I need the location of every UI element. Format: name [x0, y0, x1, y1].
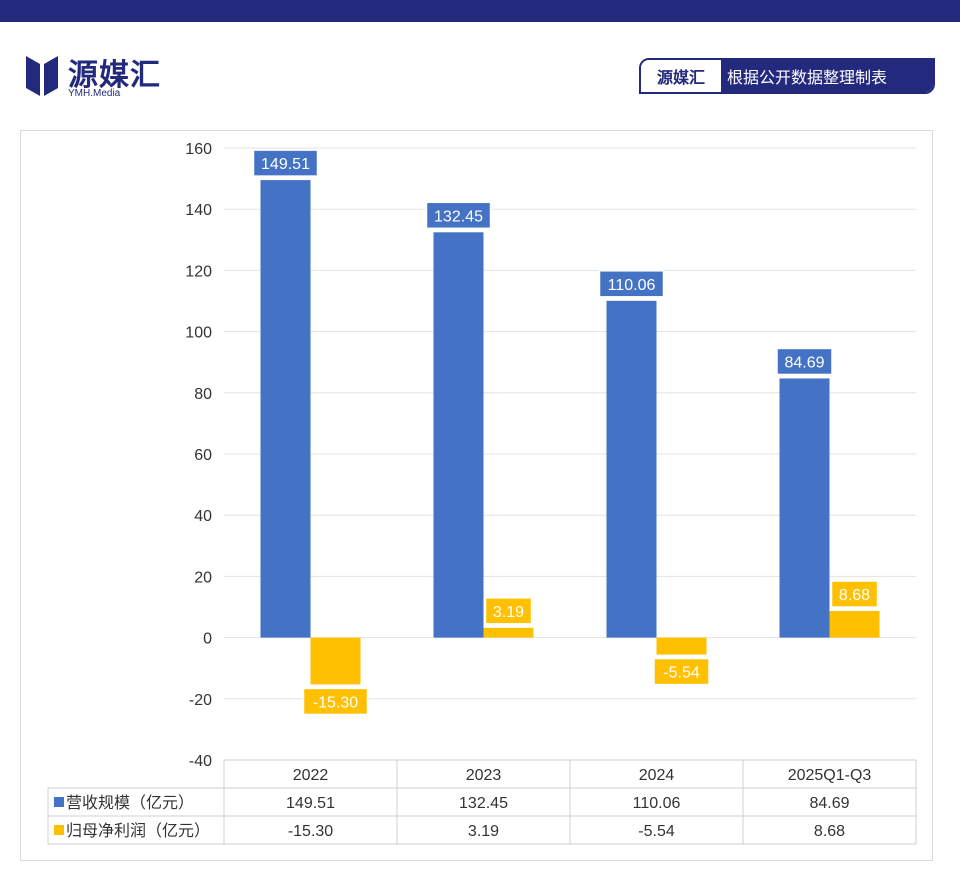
bar-revenue — [606, 300, 657, 638]
data-label: 132.45 — [434, 208, 483, 225]
logo-mark-icon — [26, 56, 58, 96]
data-label: 8.68 — [839, 587, 870, 604]
bar-revenue — [779, 378, 830, 638]
data-label-box — [653, 657, 710, 686]
badge-brand: 源媒汇 — [641, 60, 721, 92]
y-tick-label: 80 — [194, 386, 212, 403]
legend-swatch — [54, 797, 64, 807]
data-label-box — [302, 687, 369, 716]
table-cell: 110.06 — [633, 795, 681, 812]
data-label: -15.30 — [313, 694, 358, 711]
bar-net-profit — [656, 637, 707, 655]
y-tick-label: 0 — [203, 631, 212, 648]
legend-label: 营收规模（亿元） — [66, 793, 194, 812]
y-tick-label: 120 — [185, 263, 212, 280]
x-category-label: 2024 — [639, 767, 675, 784]
bar-net-profit — [310, 637, 361, 685]
data-label-box — [425, 201, 492, 230]
y-tick-label: 60 — [194, 447, 212, 464]
top-bar — [0, 0, 960, 22]
table-cell: 149.51 — [286, 795, 335, 812]
y-tick-label: -20 — [189, 692, 212, 709]
y-tick-label: -40 — [189, 753, 212, 770]
table-cell: 8.68 — [814, 823, 845, 840]
table-cell: 84.69 — [809, 795, 849, 812]
bar-net-profit — [483, 627, 534, 638]
table-cell: 132.45 — [459, 795, 508, 812]
y-tick-label: 40 — [194, 508, 212, 525]
y-tick-label: 100 — [185, 325, 212, 342]
y-tick-label: 160 — [185, 141, 212, 158]
data-label: 3.19 — [493, 604, 524, 621]
data-label-box — [252, 149, 319, 177]
data-label: 149.51 — [261, 156, 310, 173]
data-label: 84.69 — [784, 354, 824, 371]
table-cell: -5.54 — [638, 823, 675, 840]
data-label-box — [598, 270, 665, 298]
data-label-box — [776, 347, 833, 376]
x-category-label: 2025Q1-Q3 — [788, 767, 872, 784]
table-cell: -15.30 — [288, 823, 333, 840]
source-badge: 源媒汇 根据公开数据整理制表 — [639, 58, 935, 94]
legend-swatch — [54, 825, 64, 835]
bar-revenue — [433, 232, 484, 638]
bar-revenue — [260, 180, 311, 638]
badge-description: 根据公开数据整理制表 — [721, 60, 933, 92]
x-category-label: 2023 — [466, 767, 502, 784]
table-cell: 3.19 — [468, 823, 499, 840]
data-label-box — [484, 597, 533, 625]
data-label: -5.54 — [663, 665, 700, 682]
x-category-label: 2022 — [293, 767, 329, 784]
bar-net-profit — [829, 611, 880, 638]
data-label: 110.06 — [608, 277, 656, 294]
logo-text: 源媒汇 — [68, 58, 161, 93]
y-tick-label: 140 — [185, 202, 212, 219]
chart-frame — [20, 130, 933, 861]
y-tick-label: 20 — [194, 569, 212, 586]
logo-subtext: YMH.Media — [68, 88, 121, 99]
data-label-box — [830, 580, 879, 608]
legend-label: 归母净利润（亿元） — [66, 821, 210, 840]
